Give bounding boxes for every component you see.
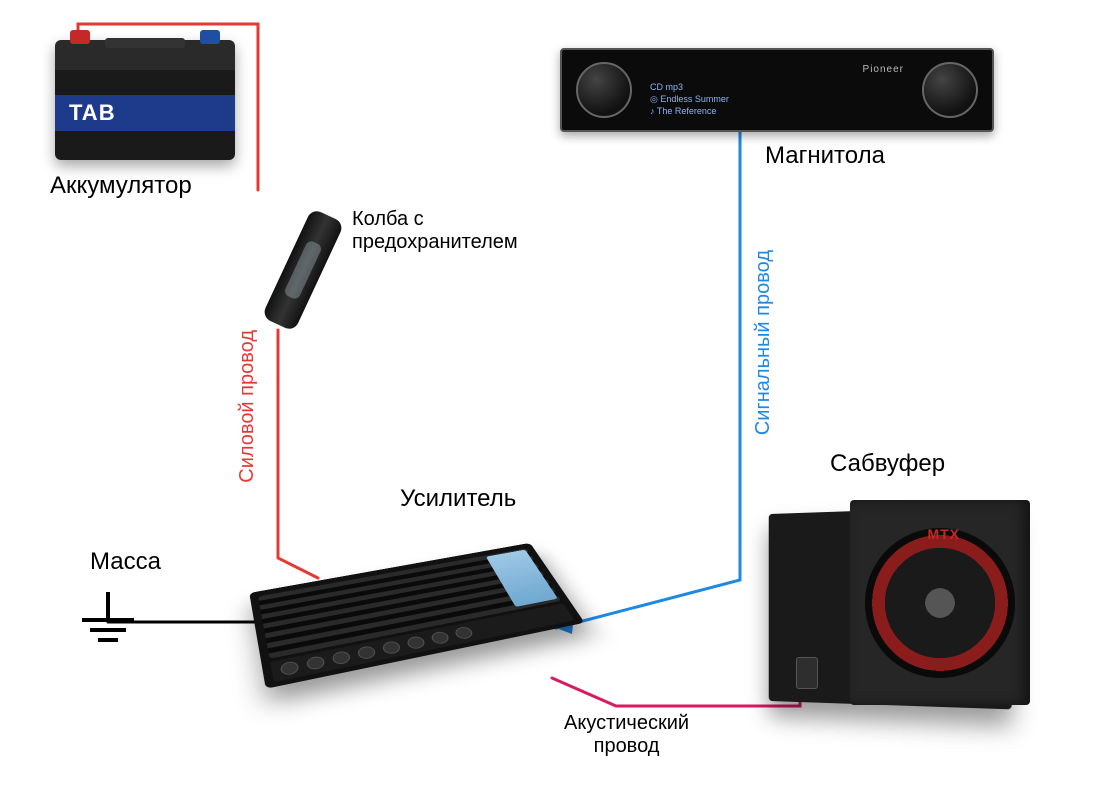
head-unit-line2: ◎ Endless Summer bbox=[650, 93, 904, 105]
signal-wire bbox=[556, 132, 740, 628]
power-wire-label: Силовой провод bbox=[236, 330, 259, 483]
diagram-stage: TAB Аккумулятор Pioneer CD mp3 ◎ Endless… bbox=[0, 0, 1116, 791]
ground-label: Масса bbox=[90, 548, 161, 576]
battery-label: Аккумулятор bbox=[50, 172, 192, 200]
subwoofer-brand: MTX bbox=[927, 526, 960, 542]
signal-wire-label: Сигнальный провод bbox=[752, 250, 775, 435]
amplifier bbox=[249, 543, 584, 689]
fuse-label: Колба с предохранителем bbox=[352, 208, 518, 254]
head-unit-brand: Pioneer bbox=[650, 63, 904, 77]
head-unit-knob-left bbox=[576, 62, 632, 118]
battery-handle bbox=[105, 38, 185, 48]
battery-brand: TAB bbox=[55, 95, 235, 131]
battery-terminal-positive bbox=[70, 30, 90, 44]
subwoofer-driver bbox=[865, 528, 1015, 678]
head-unit-knob-right bbox=[922, 62, 978, 118]
head-unit-line3: ♪ The Reference bbox=[650, 105, 904, 117]
ground-symbol bbox=[78, 592, 138, 652]
head-unit-display: Pioneer CD mp3 ◎ Endless Summer ♪ The Re… bbox=[646, 57, 908, 123]
subwoofer-terminal bbox=[796, 657, 818, 689]
subwoofer: MTX bbox=[760, 490, 1030, 715]
battery-terminal-negative bbox=[200, 30, 220, 44]
head-unit-line1: CD mp3 bbox=[650, 81, 904, 93]
battery: TAB bbox=[55, 40, 235, 160]
head-unit-label: Магнитола bbox=[765, 142, 885, 170]
speaker-wire-label: Акустический провод bbox=[564, 712, 689, 758]
amplifier-label: Усилитель bbox=[400, 485, 516, 513]
fuse-holder bbox=[261, 208, 344, 332]
head-unit: Pioneer CD mp3 ◎ Endless Summer ♪ The Re… bbox=[560, 48, 994, 132]
subwoofer-label: Сабвуфер bbox=[830, 450, 945, 478]
